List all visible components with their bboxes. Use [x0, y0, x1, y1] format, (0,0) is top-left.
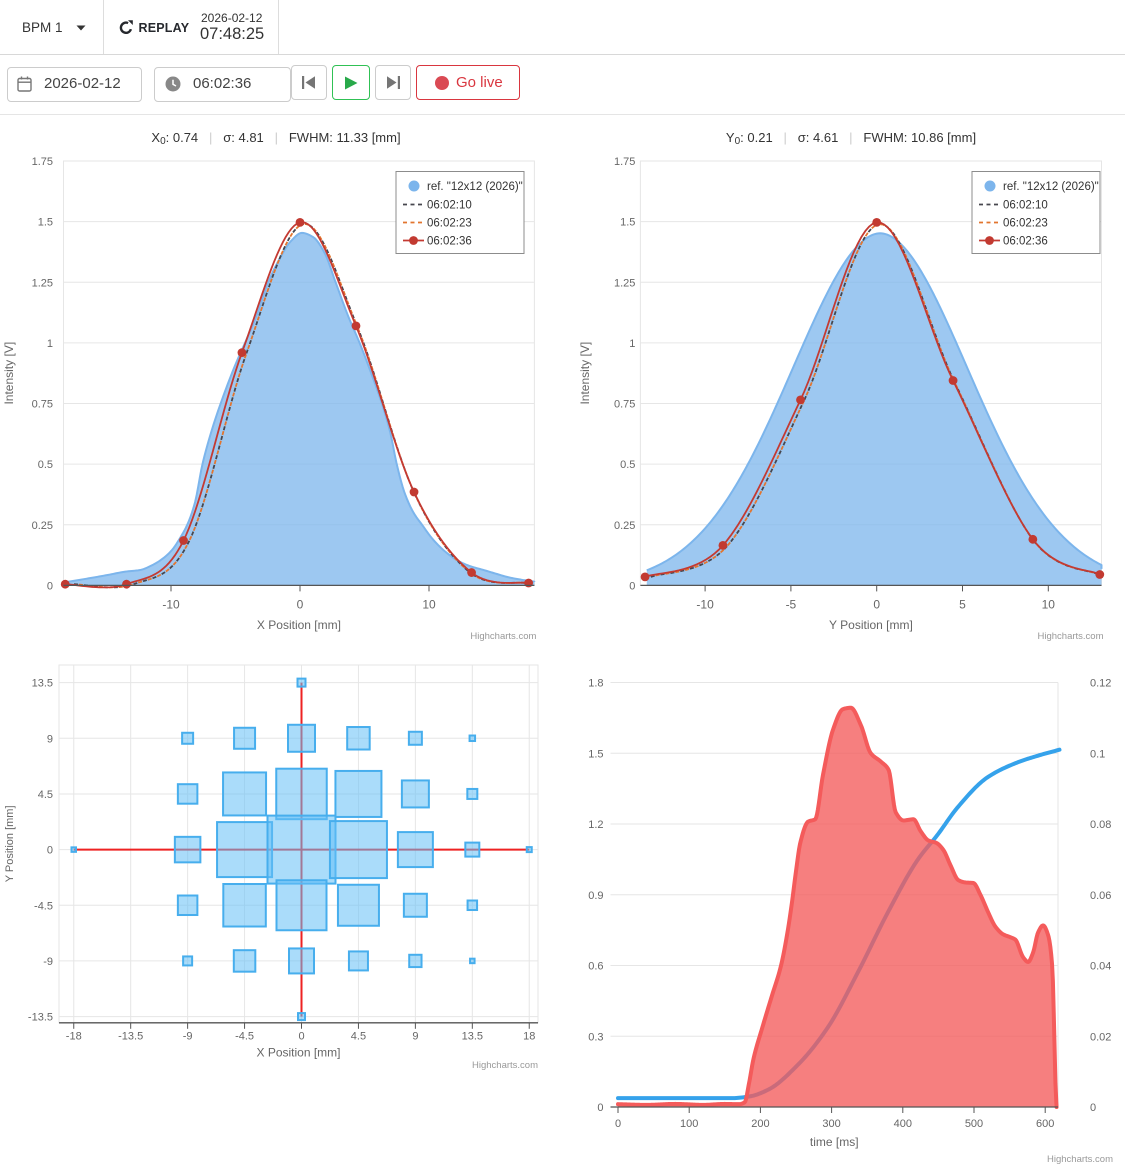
- svg-text:0.25: 0.25: [32, 520, 53, 532]
- svg-text:-4.5: -4.5: [34, 900, 53, 912]
- svg-text:-18: -18: [66, 1030, 82, 1042]
- svg-text:9: 9: [412, 1030, 418, 1042]
- svg-text:1.5: 1.5: [38, 217, 53, 229]
- svg-text:1: 1: [629, 338, 635, 350]
- svg-text:0.6: 0.6: [588, 961, 603, 973]
- svg-text:18: 18: [523, 1030, 535, 1042]
- svg-text:-13.5: -13.5: [118, 1030, 143, 1042]
- svg-text:0.75: 0.75: [614, 399, 635, 411]
- svg-text:06:02:36: 06:02:36: [1003, 236, 1048, 248]
- svg-text:06:02:10: 06:02:10: [427, 200, 472, 212]
- svg-text:Highcharts.com: Highcharts.com: [470, 631, 536, 642]
- svg-text:1.8: 1.8: [588, 678, 603, 690]
- svg-text:1: 1: [47, 338, 53, 350]
- svg-text:0.12: 0.12: [1090, 678, 1111, 690]
- svg-text:0.9: 0.9: [588, 890, 603, 902]
- svg-text:200: 200: [751, 1118, 769, 1130]
- svg-text:1.25: 1.25: [614, 277, 635, 289]
- svg-text:0: 0: [629, 580, 635, 592]
- svg-text:0.06: 0.06: [1090, 890, 1111, 902]
- svg-text:5: 5: [959, 597, 966, 611]
- svg-text:Intensity [V]: Intensity [V]: [2, 342, 16, 405]
- svg-text:0.04: 0.04: [1090, 961, 1111, 973]
- svg-text:Y0: 0.21 | σ: 4.61 | F: Y0: 0.21 | σ: 4.61 | FWHM: 10.86 [mm]: [726, 130, 976, 147]
- svg-text:06:02:10: 06:02:10: [1003, 200, 1048, 212]
- svg-text:ref. "12x12 (2026)": ref. "12x12 (2026)": [1003, 181, 1099, 193]
- svg-text:Highcharts.com: Highcharts.com: [1038, 631, 1104, 642]
- svg-text:1.75: 1.75: [32, 156, 53, 168]
- svg-text:Highcharts.com: Highcharts.com: [472, 1060, 538, 1071]
- svg-text:0: 0: [873, 597, 880, 611]
- svg-text:9: 9: [47, 733, 53, 745]
- svg-text:1.75: 1.75: [614, 156, 635, 168]
- svg-text:1.5: 1.5: [588, 748, 603, 760]
- svg-text:06:02:23: 06:02:23: [1003, 218, 1048, 230]
- svg-text:-10: -10: [696, 597, 714, 611]
- svg-text:0.75: 0.75: [32, 399, 53, 411]
- svg-text:0: 0: [615, 1118, 621, 1130]
- svg-text:600: 600: [1036, 1118, 1054, 1130]
- svg-text:-9: -9: [43, 956, 53, 968]
- svg-text:400: 400: [894, 1118, 912, 1130]
- svg-text:0.5: 0.5: [38, 459, 53, 471]
- svg-text:06:02:23: 06:02:23: [427, 218, 472, 230]
- svg-text:4.5: 4.5: [38, 789, 53, 801]
- svg-text:0: 0: [47, 580, 53, 592]
- svg-text:1.2: 1.2: [588, 819, 603, 831]
- svg-text:Highcharts.com: Highcharts.com: [1047, 1154, 1113, 1165]
- svg-text:-4.5: -4.5: [235, 1030, 254, 1042]
- svg-text:0.02: 0.02: [1090, 1031, 1111, 1043]
- svg-text:-10: -10: [162, 597, 180, 611]
- svg-text:X0: 0.74 | σ: 4.81 | F: X0: 0.74 | σ: 4.81 | FWHM: 11.33 [mm]: [151, 130, 400, 147]
- svg-text:0: 0: [47, 845, 53, 857]
- svg-text:-9: -9: [183, 1030, 193, 1042]
- svg-text:0: 0: [597, 1102, 603, 1114]
- svg-text:1.25: 1.25: [32, 277, 53, 289]
- svg-text:-5: -5: [786, 597, 797, 611]
- svg-text:100: 100: [680, 1118, 698, 1130]
- svg-text:0.1: 0.1: [1090, 748, 1105, 760]
- svg-text:10: 10: [1042, 597, 1056, 611]
- svg-text:1.5: 1.5: [620, 217, 635, 229]
- svg-text:X Position [mm]: X Position [mm]: [256, 1045, 340, 1059]
- svg-text:06:02:36: 06:02:36: [427, 236, 472, 248]
- svg-text:0.08: 0.08: [1090, 819, 1111, 831]
- svg-text:0: 0: [297, 597, 304, 611]
- svg-text:0.3: 0.3: [588, 1031, 603, 1043]
- svg-text:0.25: 0.25: [614, 520, 635, 532]
- svg-text:10: 10: [422, 597, 436, 611]
- svg-text:13.5: 13.5: [462, 1030, 483, 1042]
- svg-text:ref. "12x12 (2026)": ref. "12x12 (2026)": [427, 181, 523, 193]
- svg-text:13.5: 13.5: [32, 678, 53, 690]
- svg-text:X Position [mm]: X Position [mm]: [257, 618, 341, 632]
- svg-text:-13.5: -13.5: [28, 1012, 53, 1024]
- svg-text:time [ms]: time [ms]: [810, 1135, 859, 1149]
- svg-text:0: 0: [1090, 1102, 1096, 1114]
- svg-text:300: 300: [822, 1118, 840, 1130]
- svg-text:Intensity [V]: Intensity [V]: [578, 342, 592, 405]
- svg-text:0: 0: [298, 1030, 304, 1042]
- svg-text:Y Position [mm]: Y Position [mm]: [4, 805, 16, 882]
- svg-text:500: 500: [965, 1118, 983, 1130]
- svg-text:Y Position [mm]: Y Position [mm]: [829, 618, 913, 632]
- svg-text:0.5: 0.5: [620, 459, 635, 471]
- svg-text:4.5: 4.5: [351, 1030, 366, 1042]
